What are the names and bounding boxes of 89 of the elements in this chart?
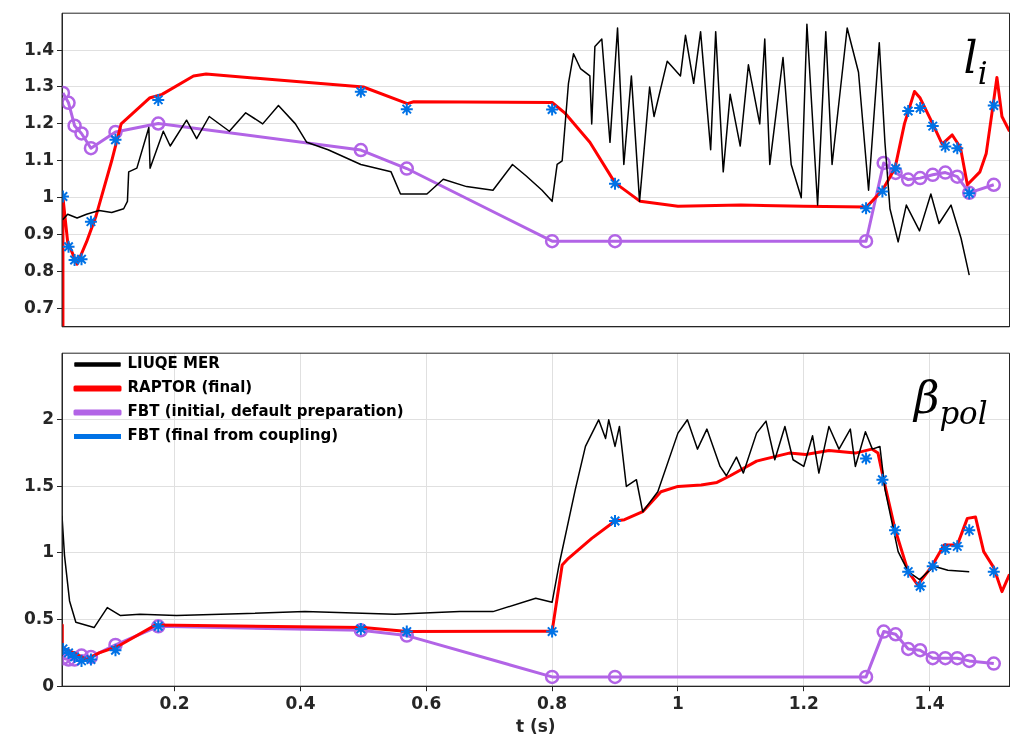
point bbox=[859, 451, 874, 466]
point bbox=[901, 103, 916, 118]
legend-label: RAPTOR (final) bbox=[127, 378, 253, 397]
point bbox=[912, 170, 928, 186]
x-tick-label: 1 bbox=[672, 692, 684, 713]
point bbox=[876, 155, 891, 171]
y-tick-label: 1.3 bbox=[23, 75, 54, 96]
x-tick-label: 0.4 bbox=[285, 692, 316, 713]
x-tick-label: 0.6 bbox=[411, 692, 442, 713]
point bbox=[608, 514, 623, 529]
point bbox=[67, 118, 82, 133]
point bbox=[986, 98, 1001, 113]
legend-label: FBT (final from coupling) bbox=[127, 426, 339, 445]
point bbox=[62, 95, 76, 111]
point bbox=[900, 641, 916, 657]
x-tick-label: 1.2 bbox=[788, 692, 819, 713]
point bbox=[875, 472, 890, 487]
point bbox=[925, 559, 940, 574]
point bbox=[74, 252, 89, 267]
point bbox=[607, 669, 623, 685]
point bbox=[62, 239, 76, 254]
point bbox=[950, 539, 965, 554]
y-tick-label: 0.7 bbox=[23, 296, 54, 317]
y-tick-label: 1.1 bbox=[23, 149, 54, 170]
point bbox=[913, 579, 928, 594]
point bbox=[399, 624, 414, 639]
point bbox=[858, 669, 874, 685]
point bbox=[913, 101, 928, 116]
point bbox=[950, 169, 965, 184]
y-tick-label: 1.2 bbox=[23, 112, 54, 133]
legend-label: LIUQE MER bbox=[127, 354, 221, 373]
y-tick-label: 1.4 bbox=[23, 38, 55, 59]
point bbox=[938, 139, 953, 154]
point bbox=[108, 643, 123, 658]
point bbox=[938, 650, 953, 666]
point bbox=[986, 656, 1002, 671]
x-tick-label: 0.8 bbox=[537, 692, 568, 713]
point bbox=[544, 233, 560, 249]
y-tick-label: 1 bbox=[42, 541, 54, 562]
point bbox=[925, 167, 940, 183]
point bbox=[607, 233, 623, 249]
point bbox=[950, 141, 965, 156]
point bbox=[83, 140, 99, 156]
y-tick-label: 0.8 bbox=[23, 259, 54, 280]
point bbox=[353, 142, 369, 158]
point bbox=[888, 161, 903, 176]
y-tick-label: 1 bbox=[42, 186, 54, 207]
point bbox=[859, 201, 874, 216]
point bbox=[912, 642, 928, 658]
point bbox=[399, 102, 414, 117]
y-tick-label: 0.5 bbox=[23, 608, 54, 629]
point bbox=[986, 564, 1001, 579]
point bbox=[545, 102, 560, 117]
point bbox=[962, 523, 977, 538]
point bbox=[608, 176, 623, 191]
point bbox=[888, 627, 903, 642]
point bbox=[62, 645, 76, 660]
point bbox=[876, 624, 891, 639]
x-tick-label: 0.2 bbox=[159, 692, 190, 713]
point bbox=[950, 650, 965, 666]
y-tick-label: 2 bbox=[42, 408, 54, 429]
point bbox=[83, 214, 98, 229]
point bbox=[108, 132, 123, 147]
point bbox=[901, 564, 916, 579]
x-tick-label: 1.4 bbox=[914, 692, 945, 713]
point bbox=[151, 92, 166, 107]
point bbox=[151, 116, 166, 131]
point bbox=[858, 233, 874, 249]
point bbox=[938, 542, 953, 556]
point bbox=[888, 523, 902, 538]
point bbox=[545, 624, 560, 639]
y-tick-label: 1.5 bbox=[23, 474, 54, 495]
x-axis-title: t (s) bbox=[515, 716, 556, 737]
point bbox=[74, 653, 89, 668]
point bbox=[961, 653, 977, 669]
point bbox=[544, 669, 560, 685]
point bbox=[925, 119, 940, 134]
y-tick-label: 0.9 bbox=[23, 222, 54, 243]
point bbox=[399, 161, 415, 176]
point bbox=[986, 177, 1002, 193]
point bbox=[67, 253, 82, 268]
legend-label: FBT (initial, default preparation) bbox=[127, 402, 404, 421]
point bbox=[900, 172, 916, 187]
point bbox=[875, 184, 890, 199]
point bbox=[938, 165, 953, 180]
point bbox=[925, 650, 940, 666]
y-tick-label: 0 bbox=[42, 674, 55, 695]
point bbox=[353, 84, 368, 99]
point bbox=[74, 126, 89, 141]
